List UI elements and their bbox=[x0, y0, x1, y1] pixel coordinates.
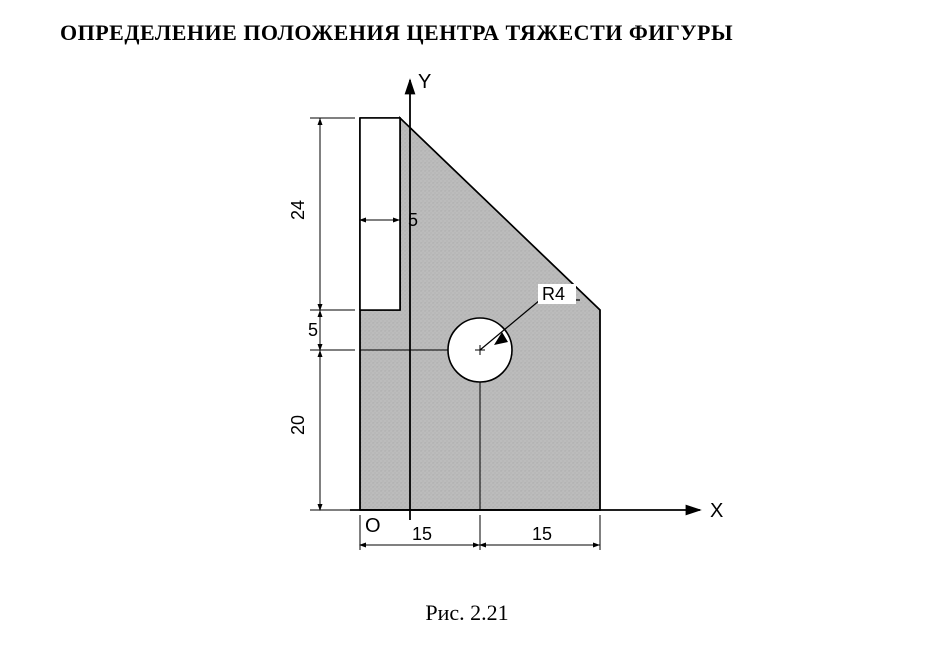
origin-label: O bbox=[365, 515, 381, 537]
figure-diagram: X Y O 15 15 20 5 24 5 bbox=[180, 70, 740, 610]
page-title: ОПРЕДЕЛЕНИЕ ПОЛОЖЕНИЯ ЦЕНТРА ТЯЖЕСТИ ФИГ… bbox=[0, 20, 934, 46]
dim-left-20: 20 bbox=[288, 415, 308, 435]
radius-label: R4 bbox=[542, 284, 565, 304]
x-axis-label: X bbox=[710, 500, 723, 522]
dim-bottom-left: 15 bbox=[412, 524, 432, 544]
dim-left-5: 5 bbox=[308, 320, 318, 340]
dim-notch-5: 5 bbox=[408, 210, 418, 230]
y-axis-label: Y bbox=[418, 71, 431, 93]
dim-bottom-right: 15 bbox=[532, 524, 552, 544]
figure-caption: Рис. 2.21 bbox=[0, 600, 934, 626]
notch-fill bbox=[360, 118, 400, 310]
dim-left-24: 24 bbox=[288, 200, 308, 220]
